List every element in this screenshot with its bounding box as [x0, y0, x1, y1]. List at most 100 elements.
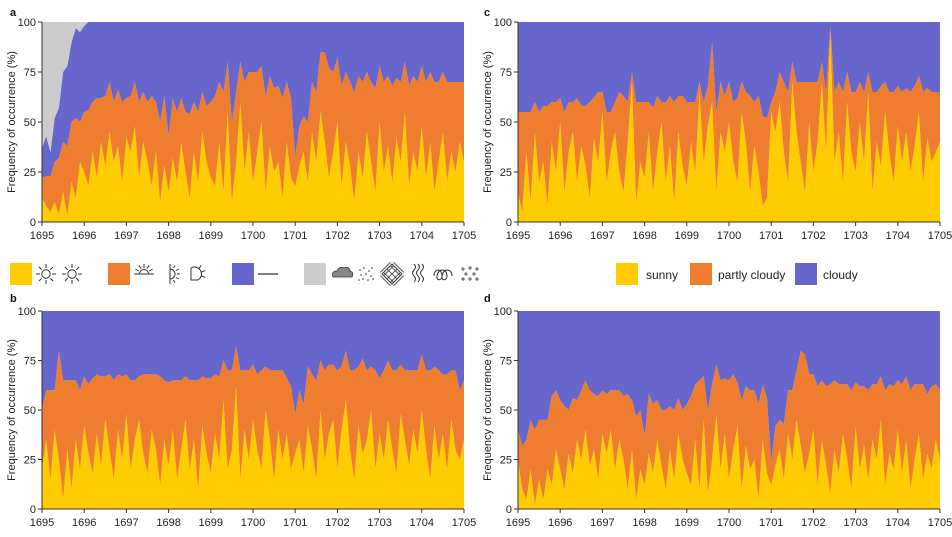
x-tick-label: 1699: [675, 517, 699, 529]
area-partly-cloudy: [518, 350, 940, 506]
x-tick-label: 1703: [843, 517, 867, 529]
y-axis-label: Frequency of occurrence (%): [6, 339, 18, 481]
x-tick-label: 1698: [156, 230, 180, 242]
area-partly-cloudy: [42, 52, 464, 216]
y-tick-label: 75: [24, 356, 36, 368]
x-tick-label: 1705: [928, 517, 952, 529]
x-tick-label: 1705: [928, 230, 952, 242]
quarter-sun-icon: [190, 265, 206, 281]
sun-icon: [36, 264, 56, 284]
sun-icon: [62, 264, 82, 284]
panel-letter: c: [484, 7, 490, 19]
legend-label-partly-cloudy: partly cloudy: [718, 268, 785, 282]
x-tick-label: 1697: [114, 517, 138, 529]
y-tick-label: 0: [30, 217, 36, 229]
y-tick-label: 25: [500, 455, 512, 467]
x-tick-label: 1703: [367, 230, 391, 242]
x-tick-label: 1702: [801, 517, 825, 529]
x-tick-label: 1698: [156, 517, 180, 529]
y-tick-label: 25: [500, 167, 512, 179]
area-cloudy: [42, 311, 464, 414]
y-tick-label: 25: [24, 167, 36, 179]
area-cloudy: [518, 311, 940, 462]
x-tick-label: 1698: [632, 517, 656, 529]
x-tick-label: 1701: [759, 517, 783, 529]
x-tick-label: 1704: [886, 517, 910, 529]
x-tick-label: 1705: [452, 230, 476, 242]
y-tick-label: 75: [24, 67, 36, 79]
x-tick-label: 1695: [506, 230, 530, 242]
x-tick-label: 1704: [886, 230, 910, 242]
x-tick-label: 1705: [452, 517, 476, 529]
symbol-swatch-cloudy: [232, 263, 254, 285]
panel-d: 0 25 50 75 100 1695 1696 1697 1698 1699 1700 1701 17…: [482, 293, 952, 529]
panels: 0 25 50 75 100 1695 1696 1697 1698 1699 1700 1701 17…: [6, 7, 952, 529]
panel-letter: b: [10, 293, 17, 305]
y-tick-label: 50: [500, 117, 512, 129]
lattice-icon: [380, 262, 404, 286]
half-sun-icon: [134, 264, 154, 275]
x-tick-label: 1702: [801, 230, 825, 242]
y-tick-label: 0: [30, 504, 36, 516]
y-tick-label: 100: [18, 17, 36, 29]
symbol-swatch-partly: [108, 263, 130, 285]
area-partly-cloudy: [42, 346, 464, 500]
area-cloudy: [42, 22, 464, 178]
x-tick-label: 1704: [410, 230, 434, 242]
x-tick-label: 1701: [283, 517, 307, 529]
x-tick-label: 1699: [199, 230, 223, 242]
y-tick-label: 0: [506, 217, 512, 229]
x-tick-label: 1699: [675, 230, 699, 242]
x-tick-label: 1695: [30, 230, 54, 242]
symbol-swatch-other: [304, 263, 326, 285]
text-legend: sunny partly cloudy cloudy: [616, 263, 858, 285]
x-tick-label: 1696: [548, 230, 572, 242]
x-tick-label: 1695: [506, 517, 530, 529]
legend-swatch-partly-cloudy: [690, 263, 712, 285]
area-sunny: [518, 32, 940, 222]
x-tick-label: 1696: [72, 230, 96, 242]
y-tick-label: 0: [506, 504, 512, 516]
half-sun-tall-icon: [169, 264, 180, 284]
x-tick-label: 1700: [241, 517, 265, 529]
symbol-legend: [10, 262, 479, 286]
x-tick-label: 1696: [548, 517, 572, 529]
cloud-icon: [332, 267, 354, 278]
x-tick-label: 1697: [590, 517, 614, 529]
y-tick-label: 50: [500, 405, 512, 417]
x-tick-label: 1697: [114, 230, 138, 242]
loops-icon: [433, 269, 453, 281]
x-tick-label: 1701: [759, 230, 783, 242]
x-tick-label: 1701: [283, 230, 307, 242]
x-tick-label: 1703: [367, 517, 391, 529]
area-sunny: [42, 102, 464, 222]
y-axis-label: Frequency of occurrence (%): [482, 339, 494, 481]
legend-label-cloudy: cloudy: [823, 268, 858, 282]
x-tick-label: 1702: [325, 230, 349, 242]
x-tick-label: 1700: [241, 230, 265, 242]
x-tick-label: 1698: [632, 230, 656, 242]
x-tick-label: 1700: [717, 517, 741, 529]
panel-b: 0 25 50 75 100 1695 1696 1697 1698 1699 1700 1701 17…: [6, 293, 476, 529]
x-tick-label: 1702: [325, 517, 349, 529]
area-sunny: [42, 386, 464, 509]
x-tick-label: 1700: [717, 230, 741, 242]
y-axis-label: Frequency of occurrence (%): [482, 51, 494, 193]
panel-letter: a: [10, 7, 17, 19]
wavy-lines-icon: [412, 263, 424, 283]
symbol-swatch-sunny: [10, 263, 32, 285]
y-tick-label: 75: [500, 356, 512, 368]
area-partly-cloudy: [518, 26, 940, 212]
panel-c: 0 25 50 75 100 1695 1696 1697 1698 1699 1700 1701 17…: [482, 7, 952, 242]
dots-icon: [358, 267, 374, 281]
panel-letter: d: [484, 293, 491, 305]
y-tick-label: 25: [24, 455, 36, 467]
x-tick-label: 1697: [590, 230, 614, 242]
legend-swatch-cloudy: [795, 263, 817, 285]
x-tick-label: 1703: [843, 230, 867, 242]
y-tick-label: 50: [24, 117, 36, 129]
legend-swatch-sunny: [616, 263, 638, 285]
x-tick-label: 1704: [410, 517, 434, 529]
y-tick-label: 75: [500, 67, 512, 79]
